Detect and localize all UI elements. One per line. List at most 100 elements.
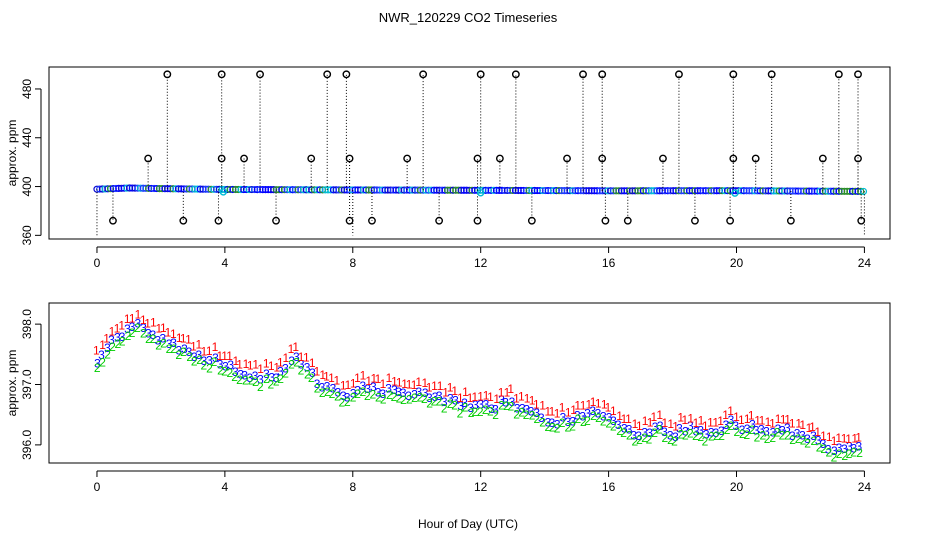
marker-2: 2 (534, 412, 541, 426)
marker-3: 3 (145, 327, 152, 341)
marker-1: 1 (129, 311, 136, 325)
marker-3: 3 (252, 369, 259, 383)
marker-1: 1 (118, 318, 125, 332)
marker-3: 3 (467, 401, 474, 415)
marker-2: 2 (99, 356, 106, 370)
marker-3: 3 (175, 343, 182, 357)
marker-1: 1 (109, 324, 116, 338)
top-x-tick-label: 20 (730, 256, 744, 270)
marker-1: 1 (498, 386, 505, 400)
marker-3: 3 (569, 415, 576, 429)
marker-3: 3 (538, 411, 545, 425)
marker-3: 3 (166, 337, 173, 351)
marker-1: 1 (493, 392, 500, 406)
marker-3: 3 (241, 368, 248, 382)
top-x-tick-label: 16 (602, 256, 616, 270)
marker-3: 3 (268, 371, 275, 385)
marker-1: 1 (411, 378, 418, 392)
marker-1: 1 (826, 430, 833, 444)
marker-1: 1 (190, 340, 197, 354)
marker-1: 1 (99, 338, 106, 352)
marker-2: 2 (380, 393, 387, 407)
marker-1: 1 (103, 332, 110, 346)
marker-2: 2 (308, 371, 315, 385)
marker-1: 1 (303, 350, 310, 364)
marker-3: 3 (831, 444, 838, 458)
marker-1: 1 (759, 413, 766, 427)
marker-2: 2 (421, 392, 428, 406)
marker-3: 3 (697, 423, 704, 437)
marker-1: 1 (722, 408, 729, 422)
marker-2: 2 (825, 446, 832, 460)
marker-1: 1 (442, 386, 449, 400)
marker-2: 2 (749, 423, 756, 437)
spike-point (511, 70, 520, 79)
marker-3: 3 (391, 383, 398, 397)
marker-1: 1 (487, 390, 494, 404)
marker-1: 1 (292, 340, 299, 354)
marker-2: 2 (769, 431, 776, 445)
marker-3: 3 (488, 402, 495, 416)
marker-1: 1 (748, 409, 755, 423)
spike-point (368, 216, 376, 225)
marker-1: 1 (632, 417, 639, 431)
marker-3: 3 (201, 354, 208, 368)
marker-1: 1 (380, 377, 387, 391)
marker-2: 2 (667, 433, 674, 447)
marker-3: 3 (304, 361, 311, 375)
marker-3: 3 (324, 380, 331, 394)
spike-point (473, 154, 482, 163)
marker-2: 2 (334, 389, 341, 403)
marker-1: 1 (754, 414, 761, 428)
marker-2: 2 (314, 381, 321, 395)
marker-2: 2 (713, 429, 720, 443)
marker-1: 1 (124, 312, 131, 326)
marker-3: 3 (309, 366, 316, 380)
marker-1: 1 (693, 416, 700, 430)
marker-1: 1 (451, 384, 458, 398)
marker-2: 2 (304, 367, 311, 381)
marker-3: 3 (370, 380, 377, 394)
marker-2: 2 (800, 433, 807, 447)
spike-point (272, 216, 280, 225)
marker-1: 1 (236, 357, 243, 371)
marker-3: 3 (841, 442, 848, 456)
marker-1: 1 (507, 382, 514, 396)
marker-1: 1 (677, 411, 684, 425)
marker-3: 3 (856, 439, 863, 453)
marker-1: 1 (820, 429, 827, 443)
spike-point (179, 216, 188, 225)
marker-2: 2 (145, 332, 152, 346)
marker-1: 1 (595, 396, 602, 410)
marker-1: 1 (319, 368, 326, 382)
marker-3: 3 (739, 423, 746, 437)
marker-2: 2 (554, 422, 561, 436)
marker-3: 3 (134, 316, 141, 330)
marker-2: 2 (431, 394, 438, 408)
spike-point (751, 154, 760, 163)
marker-2: 2 (200, 359, 207, 373)
marker-1: 1 (196, 337, 203, 351)
marker-2: 2 (329, 387, 336, 401)
marker-2: 2 (784, 428, 791, 442)
baseline-point (857, 187, 865, 196)
marker-1: 1 (702, 419, 709, 433)
baseline-point (859, 187, 868, 196)
marker-2: 2 (804, 436, 811, 450)
spike-point (659, 154, 667, 163)
marker-3: 3 (815, 434, 822, 448)
marker-2: 2 (417, 390, 424, 404)
marker-1: 1 (656, 408, 663, 422)
marker-1: 1 (651, 410, 658, 424)
marker-1: 1 (831, 434, 838, 448)
spike-point (834, 70, 843, 79)
spike-point (857, 216, 866, 225)
top-x-tick-label: 8 (349, 256, 356, 270)
marker-3: 3 (472, 398, 479, 412)
spike-point (598, 70, 607, 79)
spike-point (726, 216, 735, 225)
marker-1: 1 (247, 358, 254, 372)
marker-1: 1 (221, 349, 228, 363)
marker-2: 2 (539, 415, 546, 429)
marker-2: 2 (411, 391, 418, 405)
